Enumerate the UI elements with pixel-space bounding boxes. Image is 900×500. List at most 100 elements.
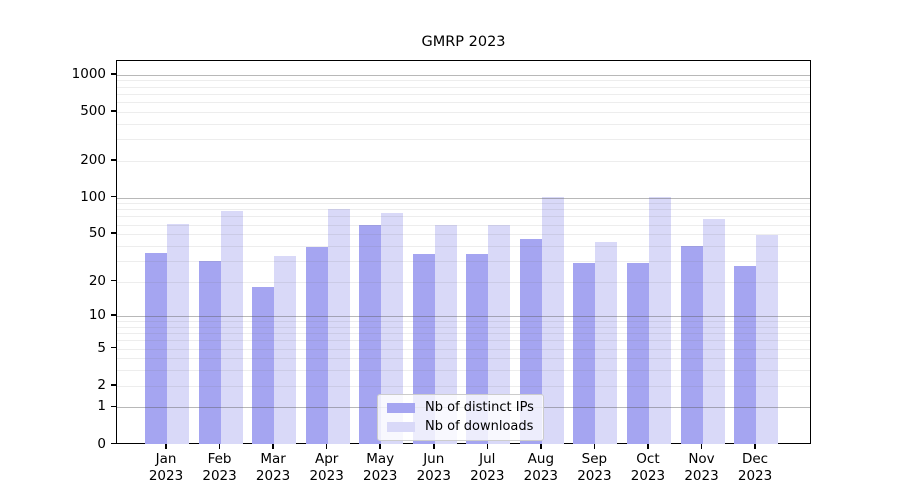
x-tick-year: 2023	[309, 467, 344, 484]
x-tick-year: 2023	[630, 467, 666, 484]
y-tick-label: 1	[97, 398, 106, 415]
x-tick-label-apr: Apr 2023	[292, 451, 362, 484]
x-tick-month: Sep	[581, 451, 608, 467]
bar-ips-aug	[519, 238, 542, 445]
y-tick-label: 1000	[71, 65, 106, 82]
x-tick-month: Jul	[479, 451, 496, 467]
x-tick-month: Feb	[207, 451, 232, 467]
x-tick-month: May	[366, 451, 395, 467]
x-tick-month: Oct	[636, 451, 660, 467]
bar-ips-oct	[626, 262, 649, 445]
x-tick-mark	[647, 444, 649, 449]
x-tick-mark	[165, 444, 167, 449]
gridline-minor	[117, 326, 810, 328]
gridline-minor	[117, 224, 810, 226]
y-tick-label: 100	[80, 188, 106, 205]
x-tick-mark	[486, 444, 489, 449]
gridline-minor	[117, 340, 810, 342]
bar-downloads-dec	[756, 235, 779, 445]
x-tick-year: 2023	[148, 467, 184, 484]
x-tick-month: Jan	[155, 451, 177, 467]
legend-entry-downloads: Nb of downloads	[387, 419, 534, 434]
x-tick-label-nov: Nov 2023	[667, 451, 737, 484]
gridline-minor	[117, 160, 810, 162]
bar-ips-dec	[734, 266, 757, 445]
gridline-minor	[117, 245, 810, 247]
gridline-minor	[117, 111, 810, 113]
bar-downloads-apr	[327, 209, 350, 445]
x-tick-year: 2023	[577, 467, 612, 484]
gridline-minor	[117, 203, 810, 205]
gridline-minor	[117, 139, 810, 141]
y-tick-mark	[111, 279, 116, 282]
y-tick-mark	[111, 346, 116, 349]
gridline-minor	[117, 102, 810, 104]
y-tick-mark	[111, 314, 116, 316]
bar-ips-jan	[145, 252, 167, 445]
y-tick-mark	[111, 195, 116, 198]
gridline-minor	[117, 80, 810, 82]
gridline-minor	[117, 93, 810, 95]
bar-ips-mar	[252, 286, 275, 445]
gridline-minor	[117, 348, 810, 350]
y-tick-label: 10	[88, 307, 106, 324]
x-tick-label-feb: Feb 2023	[185, 451, 255, 484]
x-tick-month: Dec	[741, 451, 769, 467]
x-tick-mark	[218, 444, 221, 449]
chart-title: GMRP 2023	[421, 34, 506, 50]
y-tick-label: 200	[80, 151, 106, 168]
gridline-major	[117, 74, 810, 76]
gridline-minor	[117, 333, 810, 335]
bar-downloads-jul	[488, 224, 511, 445]
plot-area	[116, 60, 811, 445]
gridline-minor	[117, 86, 810, 88]
x-tick-mark	[325, 444, 328, 449]
legend-swatch-distinct-ips	[387, 402, 415, 413]
x-tick-label-jan: Jan 2023	[131, 451, 201, 484]
x-tick-month: Mar	[260, 451, 286, 467]
y-tick-label: 50	[88, 225, 106, 242]
gridline-minor	[117, 281, 810, 283]
y-tick-mark	[111, 383, 116, 386]
bar-ips-feb	[198, 260, 221, 445]
gridline-major	[117, 197, 810, 199]
gridline-major	[117, 316, 810, 318]
y-tick-label: 5	[97, 339, 106, 356]
x-tick-mark	[272, 444, 274, 449]
x-tick-label-jul: Jul 2023	[452, 451, 522, 484]
bar-ips-apr	[305, 247, 328, 445]
x-tick-label-dec: Dec 2023	[720, 451, 790, 484]
legend-swatch-downloads	[387, 421, 415, 432]
y-tick-label: 0	[97, 435, 106, 452]
x-tick-month: Aug	[527, 451, 555, 467]
gridline-minor	[117, 321, 810, 323]
bar-ips-nov	[680, 245, 703, 445]
gridline-minor	[117, 370, 810, 372]
gridline-minor	[117, 234, 810, 236]
x-tick-year: 2023	[737, 467, 773, 484]
x-tick-year: 2023	[523, 467, 559, 484]
y-tick-label: 20	[88, 272, 106, 289]
x-tick-label-sep: Sep 2023	[559, 451, 629, 484]
bar-downloads-may	[381, 212, 404, 445]
legend-label-downloads: Nb of downloads	[425, 419, 534, 434]
y-tick-mark	[111, 442, 116, 445]
legend-entry-distinct-ips: Nb of distinct IPs	[387, 400, 534, 415]
bar-downloads-oct	[648, 197, 671, 445]
x-tick-label-jun: Jun 2023	[399, 451, 469, 484]
legend: Nb of distinct IPs Nb of downloads	[377, 394, 544, 441]
bar-downloads-sep	[595, 242, 618, 445]
x-tick-year: 2023	[684, 467, 719, 484]
y-tick-mark	[111, 405, 116, 408]
x-tick-month: Apr	[314, 451, 339, 467]
x-tick-label-may: May 2023	[345, 451, 415, 484]
y-tick-mark	[111, 232, 116, 234]
legend-label-distinct-ips: Nb of distinct IPs	[425, 400, 534, 415]
x-tick-year: 2023	[363, 467, 398, 484]
x-tick-year: 2023	[255, 467, 291, 484]
x-tick-year: 2023	[202, 467, 237, 484]
gridline-minor	[117, 209, 810, 211]
gridline-minor	[117, 385, 810, 387]
y-tick-mark	[111, 110, 116, 112]
x-tick-label-mar: Mar 2023	[238, 451, 308, 484]
